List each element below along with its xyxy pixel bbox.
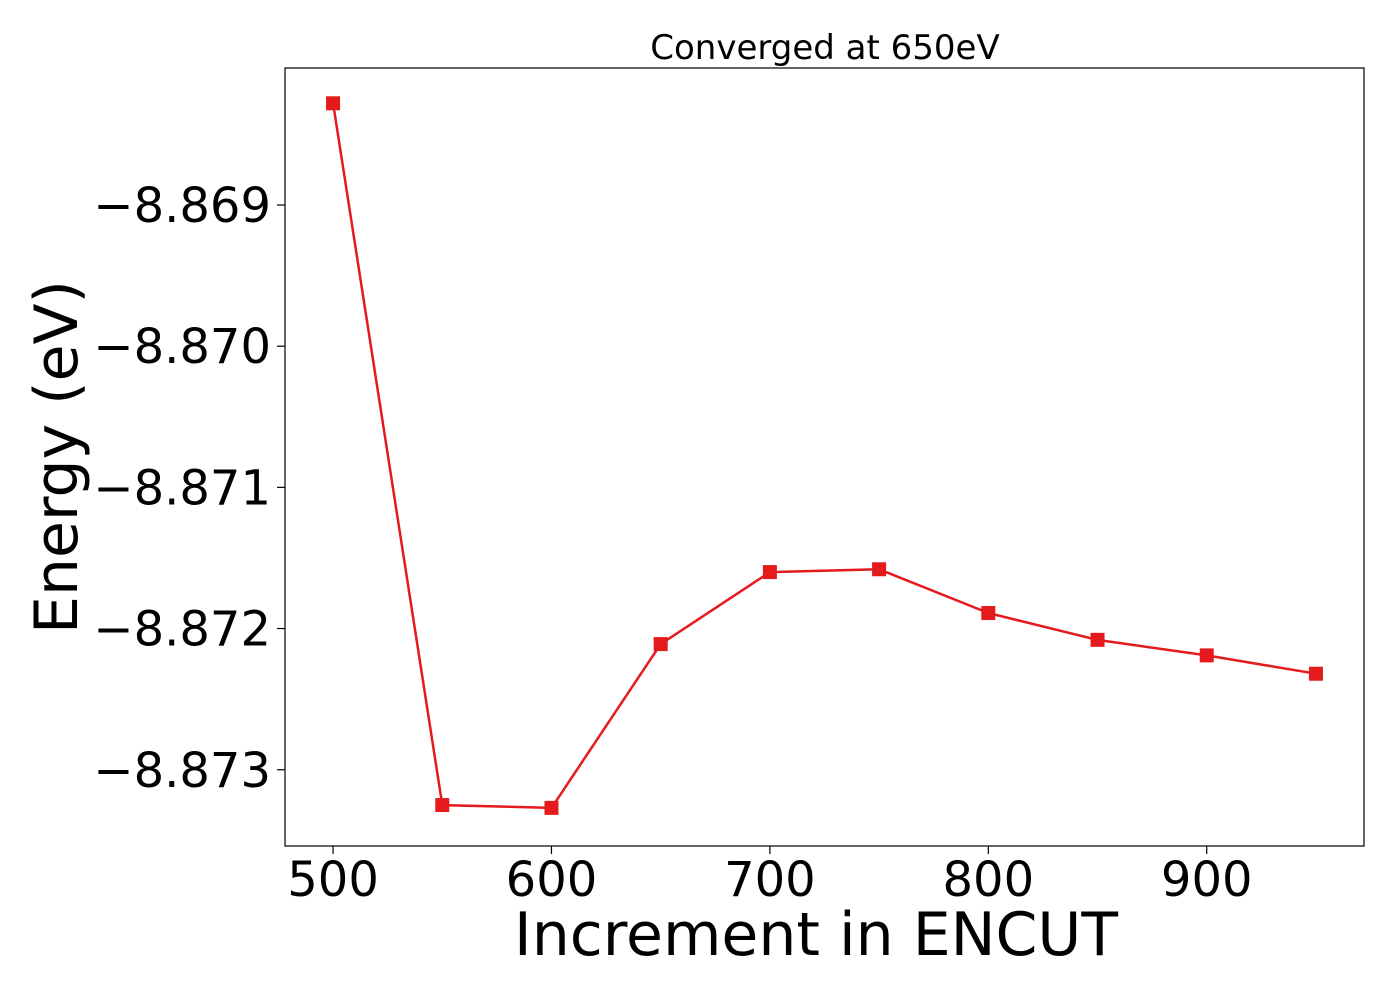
y-axis-title: Energy (eV) bbox=[22, 280, 92, 634]
series-layer bbox=[326, 96, 1323, 815]
y-tick-label: −8.869 bbox=[93, 178, 271, 234]
x-tick-label: 900 bbox=[1161, 852, 1253, 908]
data-point-marker bbox=[872, 562, 887, 577]
x-tick-label: 800 bbox=[943, 852, 1035, 908]
y-tick-label: −8.873 bbox=[93, 743, 271, 799]
x-axis-title: Increment in ENCUT bbox=[514, 900, 1118, 970]
data-point-marker bbox=[1308, 666, 1323, 681]
x-axis: 500 600 700 800 900 bbox=[287, 846, 1253, 908]
data-point-marker bbox=[1090, 632, 1105, 647]
series-line bbox=[331, 103, 1317, 810]
x-tick-label: 700 bbox=[724, 852, 816, 908]
y-axis: −8.869 −8.870 −8.871 −8.872 −8.873 bbox=[93, 178, 285, 799]
x-tick-label: 600 bbox=[506, 852, 598, 908]
data-point-marker bbox=[653, 637, 668, 652]
data-point-marker bbox=[981, 606, 996, 621]
y-tick-label: −8.871 bbox=[93, 460, 271, 516]
data-point-marker bbox=[762, 565, 777, 580]
chart-title: Converged at 650eV bbox=[650, 28, 999, 68]
data-point-marker bbox=[435, 798, 450, 813]
data-point-marker bbox=[544, 800, 559, 815]
data-point-marker bbox=[1199, 648, 1214, 663]
y-tick-label: −8.870 bbox=[93, 319, 271, 375]
y-tick-label: −8.872 bbox=[93, 602, 271, 658]
data-point-marker bbox=[326, 96, 341, 111]
x-tick-label: 500 bbox=[287, 852, 379, 908]
plot-area bbox=[284, 67, 1365, 847]
